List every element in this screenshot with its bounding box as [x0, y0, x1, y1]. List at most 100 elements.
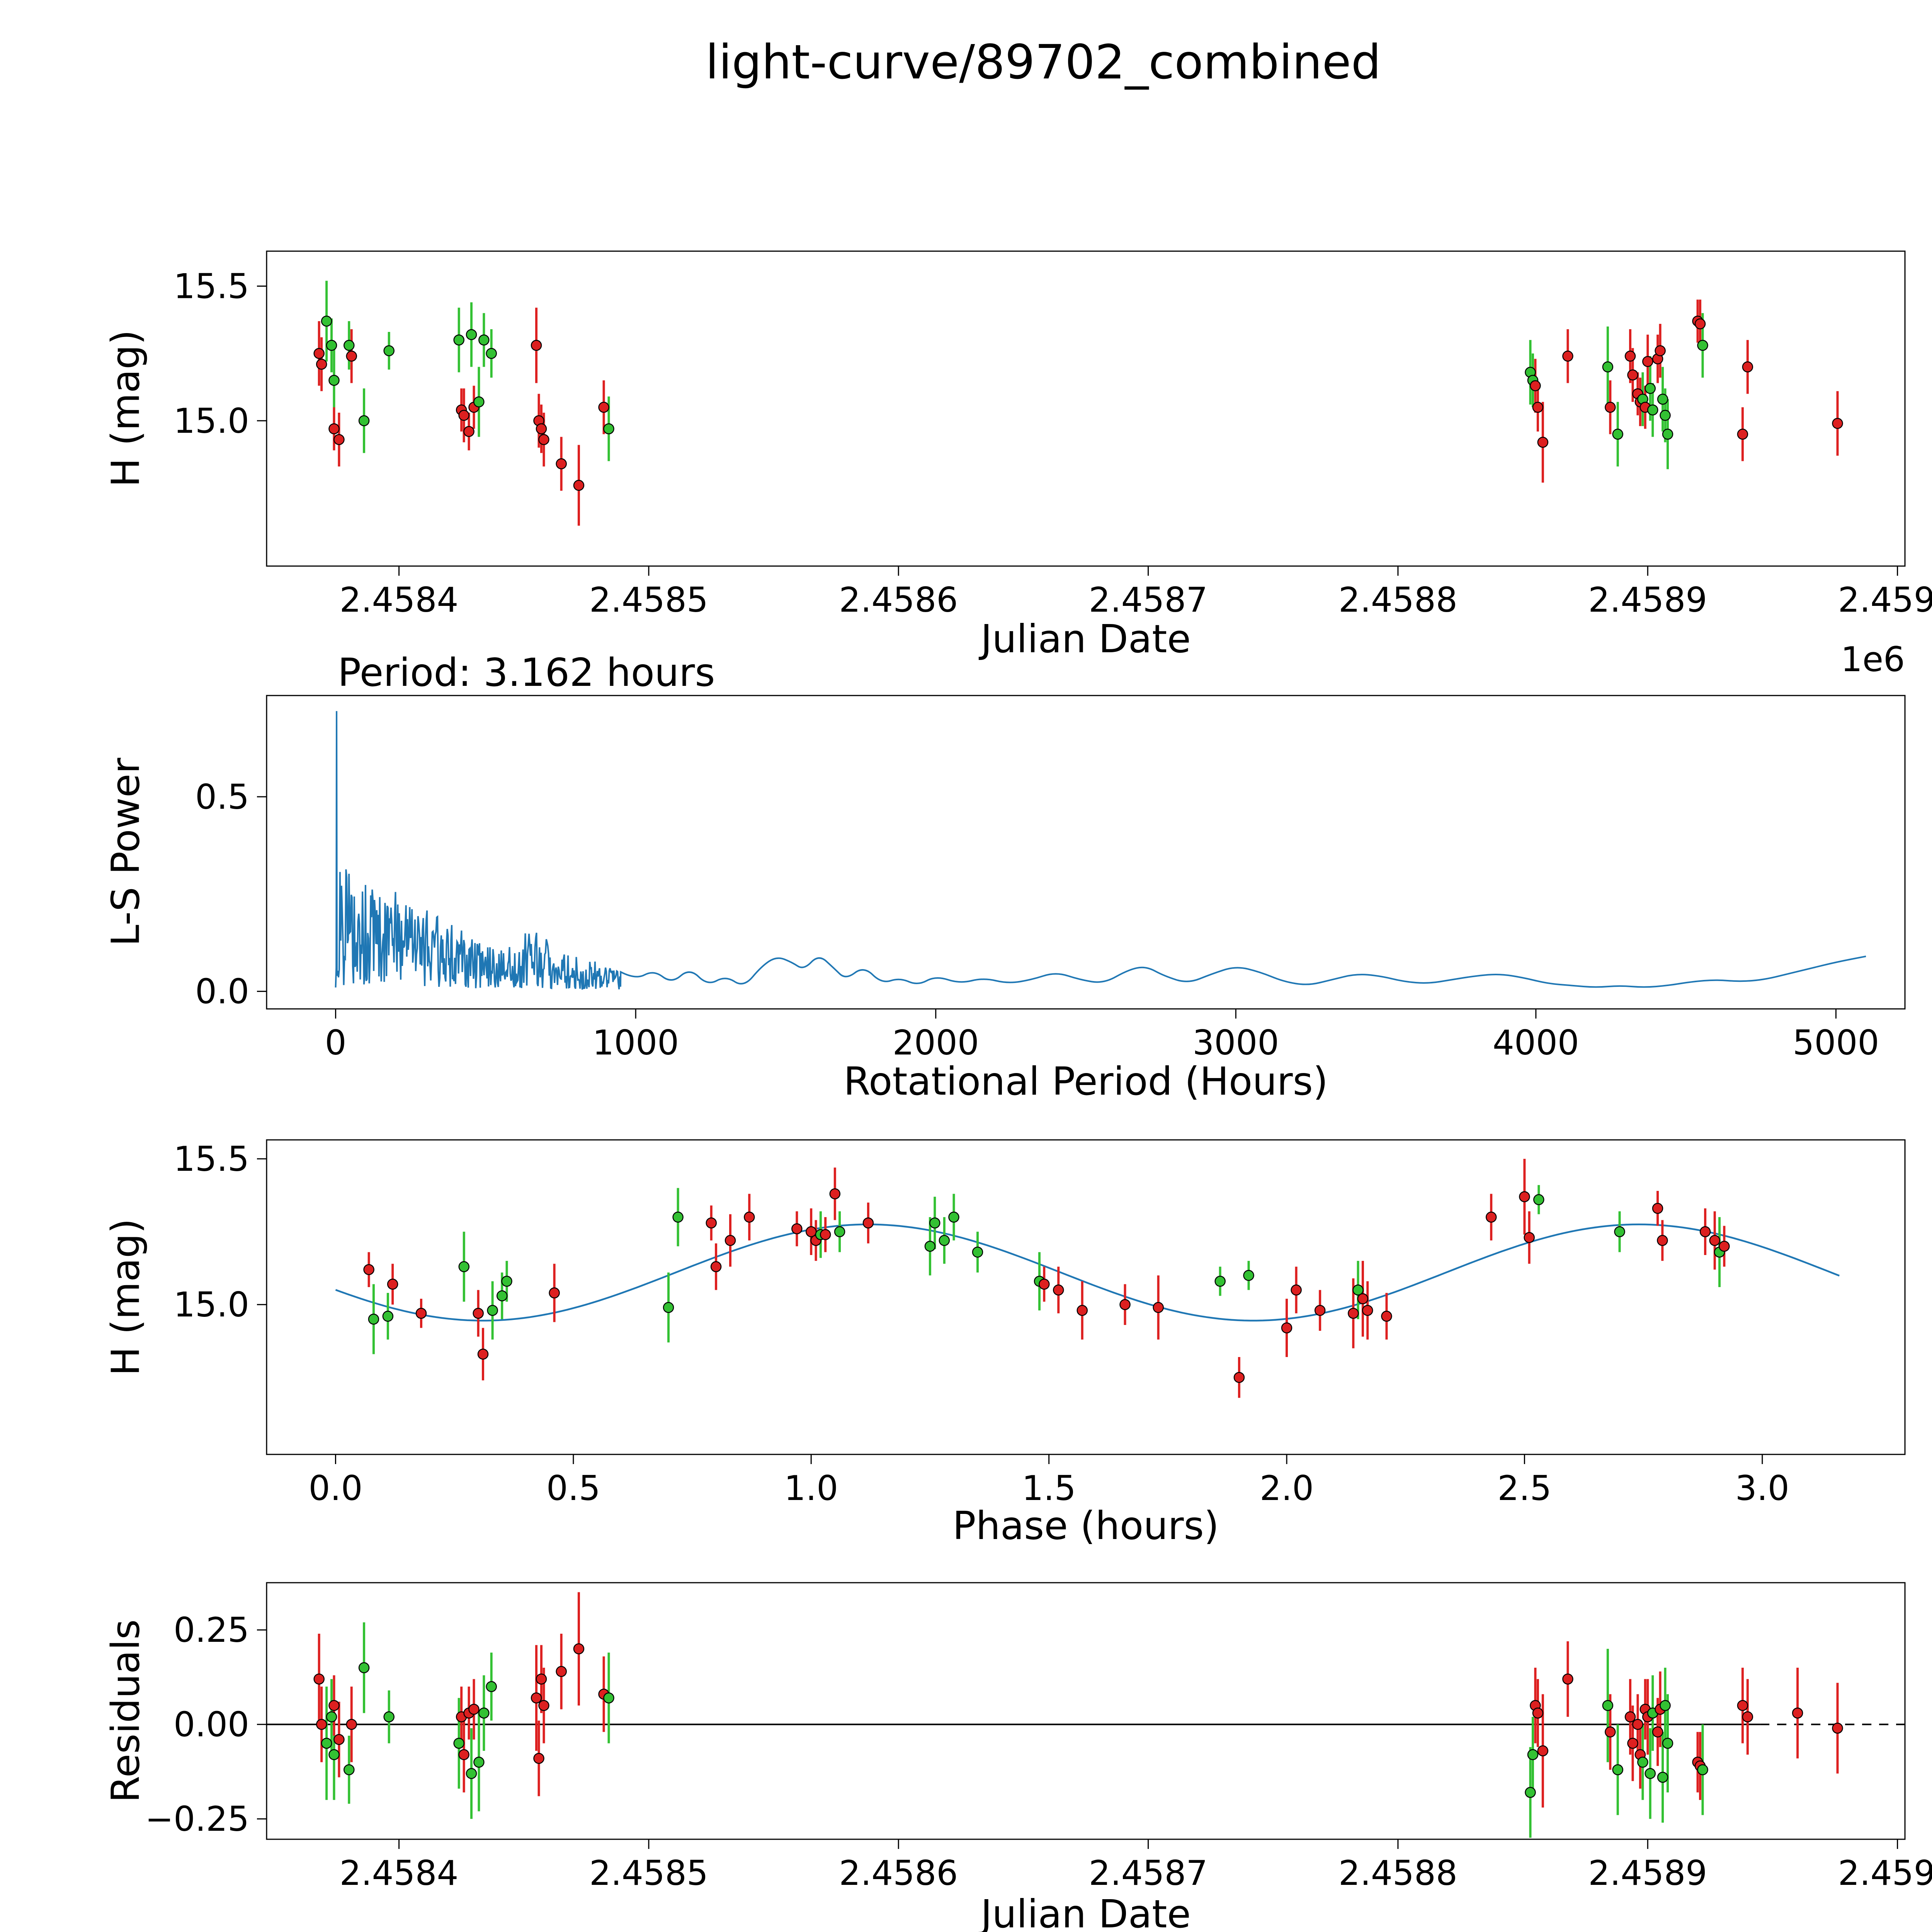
data-point	[834, 1226, 845, 1237]
data-point	[486, 1681, 497, 1692]
data-point	[358, 1662, 370, 1673]
x-tick-label: 3.0	[1735, 1468, 1789, 1508]
x-tick-label: 2.4589	[1588, 1853, 1707, 1893]
data-point	[328, 375, 340, 386]
x-tick-label: 0.0	[308, 1468, 362, 1508]
data-point	[415, 1308, 427, 1319]
residuals-axes-frame	[266, 1582, 1906, 1840]
x-tick-label: 2.4590	[1838, 580, 1932, 620]
y-tick-label: 0.0	[195, 972, 249, 1012]
y-tick-label: −0.25	[145, 1799, 249, 1839]
data-point	[466, 1768, 477, 1779]
data-point	[706, 1217, 717, 1229]
data-point	[1647, 404, 1658, 416]
data-point	[672, 1211, 684, 1223]
data-point	[382, 1311, 394, 1322]
data-point	[313, 1673, 325, 1685]
data-point	[1662, 1738, 1673, 1749]
data-point	[1153, 1302, 1164, 1313]
phase-xlabel: Phase (hours)	[952, 1503, 1219, 1548]
data-point	[1637, 1757, 1648, 1768]
periodogram-axes-frame	[266, 695, 1906, 1010]
data-point	[1697, 1764, 1708, 1776]
data-point	[1119, 1299, 1131, 1310]
fit-curve	[335, 1223, 1840, 1321]
data-point	[477, 1349, 489, 1360]
x-tick-label: 1.0	[784, 1468, 838, 1508]
data-point	[466, 329, 477, 340]
data-point	[1537, 1745, 1549, 1757]
data-point	[603, 423, 614, 434]
data-point	[1077, 1305, 1088, 1316]
data-point	[531, 1692, 542, 1704]
data-point	[1605, 1726, 1616, 1738]
data-point	[1602, 361, 1614, 372]
data-point	[1662, 429, 1673, 440]
x-tick-label: 2.4584	[340, 1853, 459, 1893]
data-point	[496, 1290, 508, 1301]
x-tick-label: 2.4586	[839, 580, 958, 620]
data-point	[1627, 369, 1638, 381]
data-point	[458, 1261, 470, 1272]
data-point	[1532, 401, 1544, 413]
data-point	[1657, 393, 1668, 405]
x-tick-label: 0	[325, 1023, 347, 1063]
data-point	[333, 1734, 345, 1745]
data-point	[1624, 350, 1636, 362]
data-point	[1832, 418, 1843, 429]
x-tick-label: 2.4586	[839, 1853, 958, 1893]
data-point	[387, 1279, 398, 1290]
data-point	[1655, 345, 1666, 356]
data-point	[1709, 1235, 1720, 1246]
y-tick-label: 15.0	[173, 401, 249, 441]
data-point	[363, 1264, 374, 1275]
data-point	[328, 1700, 340, 1711]
data-point	[1533, 1194, 1544, 1205]
data-point	[1348, 1308, 1359, 1319]
data-point	[313, 348, 325, 359]
data-point	[473, 1757, 485, 1768]
lightcurve-axes-frame	[266, 250, 1906, 567]
x-tick-label: 2.4589	[1588, 580, 1707, 620]
data-point	[328, 1749, 340, 1760]
data-point	[1657, 1772, 1668, 1783]
data-point	[333, 434, 345, 445]
data-point	[538, 434, 549, 445]
data-point	[346, 350, 357, 362]
data-point	[1699, 1226, 1711, 1237]
x-tick-label: 2.4588	[1338, 1853, 1458, 1893]
data-point	[1832, 1723, 1843, 1734]
data-point	[316, 1719, 327, 1730]
data-point	[663, 1302, 674, 1313]
x-tick-label: 0.5	[546, 1468, 600, 1508]
data-point	[468, 1704, 480, 1715]
data-point	[326, 340, 337, 351]
data-point	[710, 1261, 722, 1272]
data-point	[501, 1276, 512, 1287]
x-tick-label: 1.5	[1022, 1468, 1076, 1508]
y-tick-label: 15.5	[173, 267, 249, 306]
data-point	[1562, 350, 1573, 362]
x-tick-label: 2.0	[1260, 1468, 1314, 1508]
data-point	[1645, 383, 1656, 394]
data-point	[1602, 1700, 1614, 1711]
data-point	[487, 1305, 498, 1316]
data-point	[1524, 1232, 1535, 1243]
data-point	[1645, 1768, 1656, 1779]
x-tick-label: 1000	[592, 1023, 679, 1063]
x-tick-label: 2.4590	[1838, 1853, 1932, 1893]
x-tick-label: 2.4587	[1089, 580, 1208, 620]
x-tick-label: 4000	[1493, 1023, 1579, 1063]
data-point	[1053, 1284, 1064, 1296]
data-point	[1612, 1764, 1623, 1776]
data-point	[1519, 1191, 1530, 1202]
data-point	[1352, 1284, 1364, 1296]
y-tick-label: 0.00	[173, 1705, 249, 1745]
data-point	[1525, 1787, 1536, 1798]
data-point	[1792, 1708, 1803, 1719]
y-tick-label: 0.25	[173, 1610, 249, 1650]
data-point	[1627, 1738, 1638, 1749]
y-tick-label: 0.5	[195, 777, 249, 817]
residuals-xlabel: Julian Date	[981, 1891, 1191, 1932]
